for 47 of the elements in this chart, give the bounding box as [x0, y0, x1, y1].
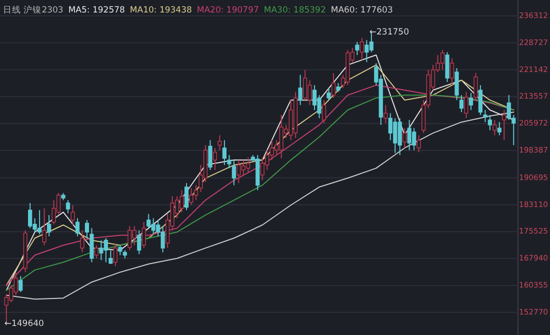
- candlestick: [113, 244, 118, 267]
- candlestick: [331, 72, 336, 98]
- candlestick: [474, 72, 478, 101]
- candlestick: [298, 74, 302, 106]
- candlestick: [42, 208, 46, 246]
- candlestick: [322, 100, 326, 124]
- candlestick: [497, 122, 502, 136]
- candlestick: [384, 104, 388, 124]
- candlestick: [492, 119, 497, 136]
- candlestick: [84, 220, 90, 239]
- candlestick: [108, 250, 113, 265]
- candlestick: [468, 92, 474, 111]
- candlestick: [94, 244, 99, 259]
- candlestick: [37, 210, 42, 235]
- candlestick: [326, 88, 331, 101]
- candlestick: [212, 147, 218, 170]
- candlestick: [118, 244, 122, 256]
- candlestick: [70, 204, 75, 226]
- candlestick: [232, 160, 236, 186]
- title: 日线 沪镍2303: [3, 5, 64, 16]
- candlestick: [502, 110, 506, 141]
- candlestick: [75, 218, 80, 237]
- annotation: ←149640: [4, 318, 44, 329]
- candlestick: [478, 84, 483, 116]
- candlestick: [459, 94, 464, 113]
- candlestick: [416, 134, 421, 153]
- candlestick: [80, 230, 84, 253]
- candlestick: [483, 110, 488, 123]
- candlestick: [137, 230, 142, 255]
- candlestick: [18, 276, 23, 293]
- candlestick: [218, 134, 222, 151]
- candlestick: [46, 214, 52, 237]
- candlestick: [488, 114, 492, 131]
- candlestick: [222, 140, 227, 166]
- candlestick: [402, 128, 407, 148]
- candlestick: [142, 222, 146, 249]
- candlestick: [355, 41, 360, 56]
- candlestick: [450, 58, 454, 86]
- candlestick: [227, 154, 232, 169]
- candlestick: [184, 182, 189, 211]
- candlestick: [464, 91, 468, 119]
- candlestick: [454, 68, 459, 101]
- candlestick: [66, 200, 70, 214]
- candlestick: [445, 52, 450, 82]
- annotation: ←231750: [369, 27, 409, 38]
- candlestick: [360, 37, 364, 60]
- candlestick: [208, 140, 212, 170]
